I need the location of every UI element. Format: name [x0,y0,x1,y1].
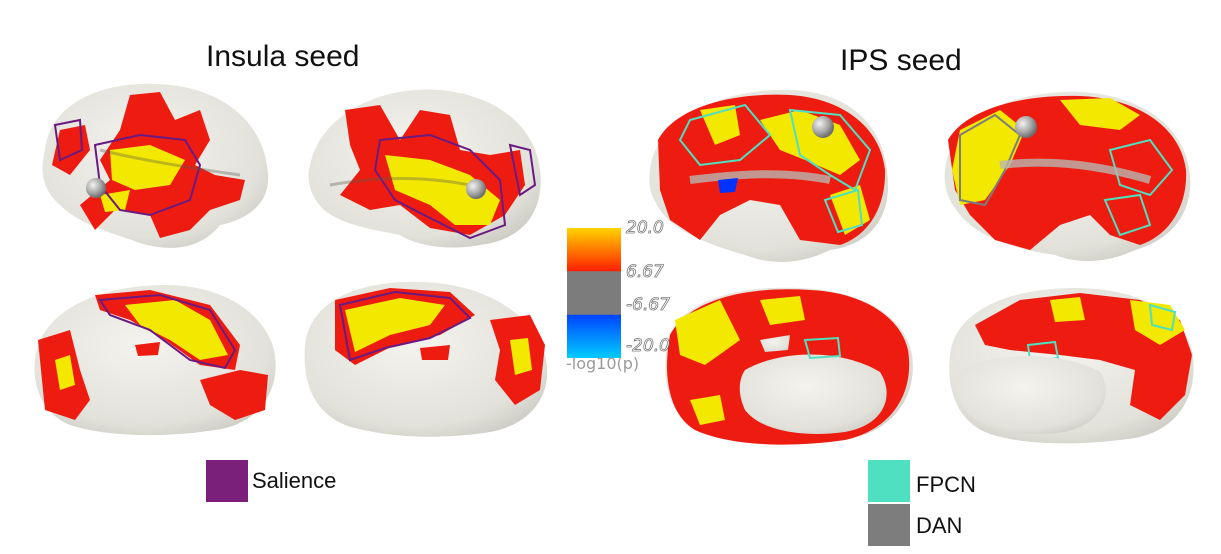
colorbar-tick-max: 20.0 [626,218,664,239]
insula-seed-marker-left [86,178,106,198]
ips-seed-marker-right [1015,116,1037,138]
ips-seed-title: IPS seed [840,44,962,77]
insula-medial-left-hemisphere [34,285,276,436]
ips-seed-marker-left [812,116,834,138]
insula-seed-title: Insula seed [206,40,360,73]
dan-swatch [868,504,910,546]
colorbar-axis-label: -log10(p) [566,354,640,373]
ips-medial-left-hemisphere [665,287,913,445]
ips-medial-right-hemisphere [949,288,1194,444]
dan-legend-label: DAN [916,513,963,538]
colorbar [567,228,621,358]
colorbar-tick-min: -20.0 [626,336,671,357]
insula-lateral-right-hemisphere [308,89,541,248]
insula-lateral-left-hemisphere [42,83,269,248]
fpcn-legend-label: FPCN [916,472,976,497]
insula-medial-right-hemisphere [304,281,548,437]
colorbar-gradient [567,228,621,358]
salience-swatch [206,460,248,502]
insula-seed-marker-right [466,179,486,199]
ips-lateral-right-hemisphere [944,91,1191,262]
salience-legend-label: Salience [252,468,337,493]
ips-lateral-left-hemisphere [649,89,889,262]
fpcn-swatch [868,460,910,502]
colorbar-tick-lower: -6.67 [626,295,671,316]
colorbar-tick-upper: 6.67 [626,262,664,283]
